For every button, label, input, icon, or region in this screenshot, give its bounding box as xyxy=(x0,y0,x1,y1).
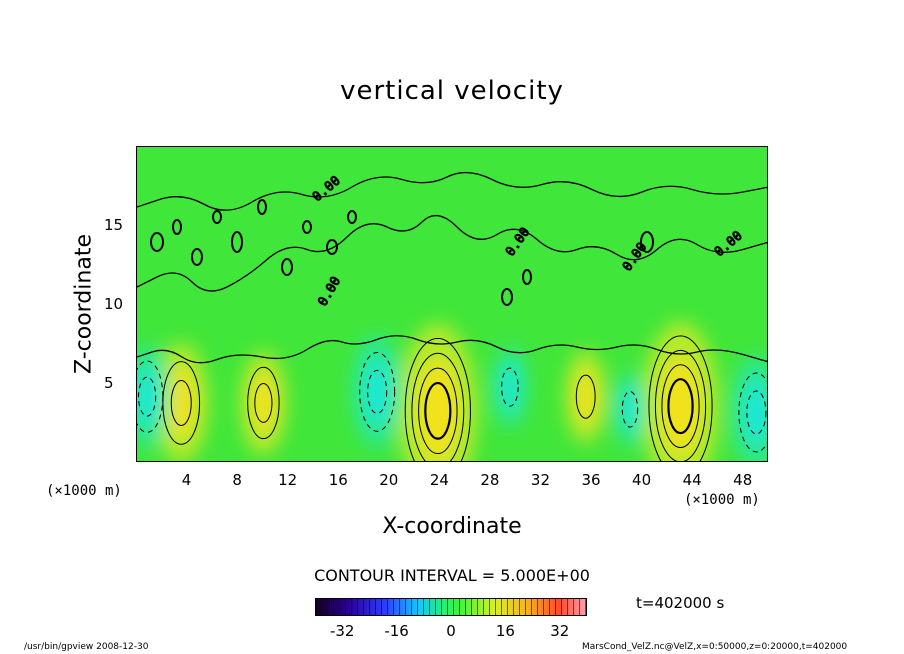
contour-plot: 0.000.000.00 0.00 0.00 xyxy=(137,171,767,461)
contour-loop xyxy=(150,232,164,252)
downdraft-core xyxy=(621,387,639,432)
zero-contour-line xyxy=(137,171,767,211)
x-tick-label: 4 xyxy=(181,471,192,489)
contour-line xyxy=(621,391,639,428)
contour-line xyxy=(162,361,201,445)
contour-loop xyxy=(191,248,203,266)
contour-loop xyxy=(257,199,267,215)
contour-value-label: 0.00 xyxy=(315,274,344,309)
x-tick-label: 36 xyxy=(581,471,601,489)
chart-title: vertical velocity xyxy=(340,76,564,106)
contour-line xyxy=(247,366,280,440)
footer-right: MarsCond_VelZ.nc@VelZ,x=0:50000,z=0:2000… xyxy=(582,642,848,652)
x-tick-label: 16 xyxy=(328,471,348,489)
footer-left: /usr/bin/gpview 2008-12-30 xyxy=(24,642,149,652)
contour-line xyxy=(501,367,519,407)
y-tick-label: 15 xyxy=(104,216,124,234)
contour-line xyxy=(254,383,273,423)
contour-loop xyxy=(522,269,532,285)
contour-line xyxy=(138,376,157,417)
downdraft-core xyxy=(137,367,160,427)
contour-line xyxy=(746,390,767,435)
contour-line xyxy=(648,335,713,461)
x-unit-right: (×1000 m) xyxy=(684,492,760,508)
colorbar-tick-label: 0 xyxy=(446,622,456,640)
contour-line xyxy=(575,374,596,419)
y-axis-label: Z-coordinate xyxy=(71,234,97,374)
contour-line xyxy=(170,379,192,426)
time-label: t=402000 s xyxy=(636,594,725,612)
contour-line xyxy=(367,369,388,414)
x-tick-label: 40 xyxy=(632,471,652,489)
contour-line xyxy=(738,372,767,453)
contour-loop xyxy=(302,220,312,234)
contour-loop xyxy=(326,239,338,255)
x-tick-label: 44 xyxy=(682,471,702,489)
contour-loop xyxy=(281,258,293,276)
plot-area: 0.00 0.00 0.00 0.00 0.00 xyxy=(136,146,768,462)
x-tick-label: 28 xyxy=(480,471,500,489)
colorbar-tick-label: 16 xyxy=(495,622,515,640)
downdraft-core xyxy=(743,379,767,446)
contour-loop xyxy=(501,288,513,306)
contour-loop xyxy=(212,210,222,224)
contour-interval-label: CONTOUR INTERVAL = 5.000E+00 xyxy=(314,566,590,585)
contour-line xyxy=(359,351,396,432)
colorbar-tick-label: 32 xyxy=(550,622,570,640)
colorbar xyxy=(315,598,587,616)
contour-loop xyxy=(640,231,654,253)
colorbar-tick-label: -32 xyxy=(329,622,355,640)
y-tick-label: 5 xyxy=(104,374,114,392)
x-tick-label: 20 xyxy=(379,471,399,489)
downdraft-core xyxy=(500,363,520,411)
x-tick-label: 48 xyxy=(733,471,753,489)
x-tick-label: 8 xyxy=(232,471,242,489)
x-axis-label: X-coordinate xyxy=(382,514,522,539)
updraft-core xyxy=(575,370,597,424)
contour-loop xyxy=(347,210,357,224)
contour-loop xyxy=(231,231,243,253)
contour-line xyxy=(418,367,458,455)
contour-value-label: 0.00 xyxy=(712,228,746,260)
contour-line xyxy=(404,337,471,461)
updraft-core xyxy=(417,360,459,461)
contour-loop xyxy=(172,219,182,235)
y-tick-label: 10 xyxy=(104,295,124,313)
zero-contour-line xyxy=(137,335,767,364)
contour-line xyxy=(661,364,700,448)
x-unit-left: (×1000 m) xyxy=(46,483,122,499)
updraft-core xyxy=(660,357,701,455)
contour-line xyxy=(424,381,452,440)
x-tick-label: 12 xyxy=(278,471,298,489)
contour-value-label: 0.00 xyxy=(310,173,344,205)
x-tick-label: 32 xyxy=(530,471,551,489)
contour-line xyxy=(667,378,694,435)
x-tick-label: 24 xyxy=(429,471,449,489)
zero-contour-line xyxy=(137,215,767,292)
contour-line xyxy=(411,352,465,461)
contour-line xyxy=(654,349,707,461)
colorbar-tick-label: -16 xyxy=(384,622,409,640)
